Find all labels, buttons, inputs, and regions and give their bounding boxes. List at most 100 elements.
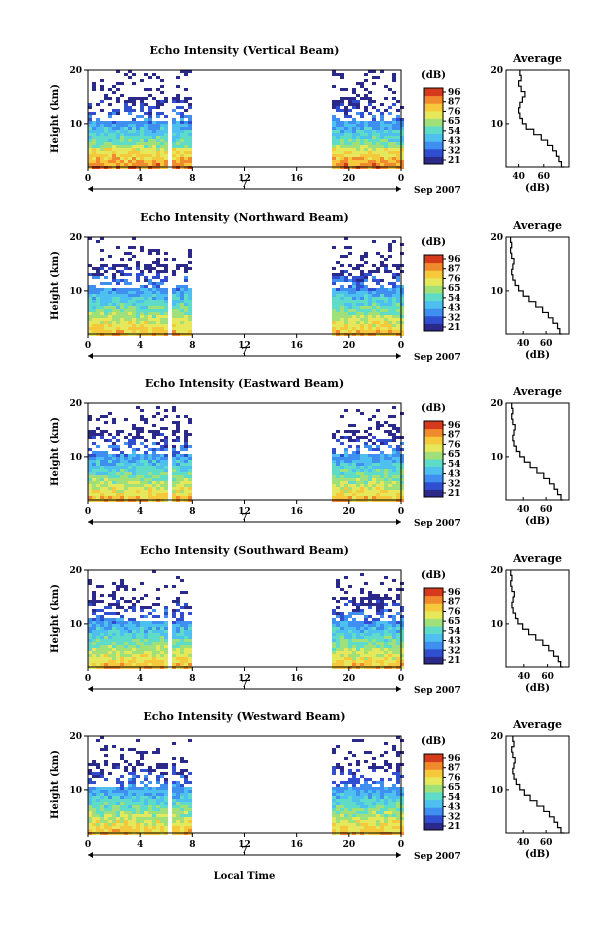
heatmap-cell	[360, 472, 364, 475]
heatmap-cell	[348, 127, 352, 130]
heatmap-cell	[144, 633, 148, 636]
heatmap-cell	[348, 493, 352, 496]
heatmap-cell	[392, 160, 396, 163]
heatmap-cell	[176, 487, 180, 490]
heatmap-cell	[392, 406, 396, 409]
heatmap-cell	[344, 127, 348, 130]
heatmap-cell	[176, 660, 180, 663]
heatmap-cell	[156, 475, 160, 478]
heatmap-cell	[388, 139, 392, 142]
heatmap-cell	[388, 829, 392, 832]
heatmap-cell	[384, 148, 388, 151]
heatmap-cell	[88, 633, 92, 636]
heatmap-cell	[336, 651, 340, 654]
heatmap-cell	[164, 145, 168, 148]
heatmap-cell	[128, 246, 132, 249]
heatmap-cell	[152, 285, 156, 288]
heatmap-cell	[160, 142, 164, 145]
heatmap-cell	[392, 312, 396, 315]
heatmap-cell	[144, 445, 148, 448]
heatmap-cell	[128, 660, 132, 663]
heatmap-cell	[356, 799, 360, 802]
heatmap-cell	[176, 784, 180, 787]
heatmap-cell	[396, 763, 400, 766]
heatmap-cell	[376, 472, 380, 475]
heatmap-cell	[172, 475, 176, 478]
heatmap-cell	[96, 288, 100, 291]
heatmap-cell	[356, 297, 360, 300]
heatmap-cell	[188, 445, 192, 448]
heatmap-cell	[180, 787, 184, 790]
heatmap-cell	[100, 315, 104, 318]
heatmap-cell	[148, 663, 152, 666]
heatmap-cell	[124, 805, 128, 808]
heatmap-cell	[392, 282, 396, 285]
heatmap-cell	[88, 481, 92, 484]
heatmap-cell	[144, 493, 148, 496]
heatmap-cell	[124, 496, 128, 499]
heatmap-cell	[128, 460, 132, 463]
heatmap-cell	[180, 630, 184, 633]
heatmap-cell	[332, 796, 336, 799]
heatmap-cell	[164, 642, 168, 645]
heatmap-cell	[184, 778, 188, 781]
heatmap-cell	[144, 799, 148, 802]
heatmap-cell	[148, 466, 152, 469]
heatmap-cell	[332, 124, 336, 127]
heatmap-cell	[340, 651, 344, 654]
heatmap-cell	[88, 418, 92, 421]
heatmap-cell	[188, 103, 192, 106]
heatmap-cell	[132, 288, 136, 291]
heatmap-cell	[188, 739, 192, 742]
heatmap-cell	[96, 127, 100, 130]
heatmap-cell	[172, 790, 176, 793]
heatmap-cell	[112, 636, 116, 639]
heatmap-cell	[332, 766, 336, 769]
heatmap-cell	[184, 303, 188, 306]
heatmap-cell	[380, 324, 384, 327]
heatmap-cell	[188, 97, 192, 100]
heatmap-cell	[176, 154, 180, 157]
heatmap-cell	[120, 133, 124, 136]
colorbar-tick-label: 96	[448, 754, 461, 764]
heatmap-cell	[176, 148, 180, 151]
heatmap-cell	[108, 115, 112, 118]
heatmap-cell	[336, 802, 340, 805]
heatmap-cell	[120, 585, 124, 588]
heatmap-cell	[376, 826, 380, 829]
heatmap-cell	[352, 799, 356, 802]
heatmap-cell	[400, 151, 404, 154]
heatmap-cell	[352, 802, 356, 805]
heatmap-cell	[340, 294, 344, 297]
heatmap-cell	[88, 297, 92, 300]
colorbar-tick-label: 96	[448, 421, 461, 431]
heatmap-cell	[148, 109, 152, 112]
heatmap-cell	[348, 645, 352, 648]
heatmap-cell	[100, 460, 104, 463]
heatmap-cell	[400, 499, 404, 502]
heatmap-cell	[148, 793, 152, 796]
heatmap-cell	[88, 160, 92, 163]
heatmap-cell	[400, 582, 404, 585]
heatmap-cell	[376, 799, 380, 802]
heatmap-cell	[164, 636, 168, 639]
heatmap-cell	[400, 457, 404, 460]
heatmap-cell	[376, 829, 380, 832]
heatmap-cell	[396, 648, 400, 651]
heatmap-cell	[332, 279, 336, 282]
heatmap-cell	[92, 309, 96, 312]
heatmap-cell	[164, 609, 168, 612]
heatmap-cell	[120, 154, 124, 157]
heatmap-cell	[332, 814, 336, 817]
heatmap-cell	[384, 636, 388, 639]
heatmap-cell	[164, 823, 168, 826]
heatmap-cell	[176, 124, 180, 127]
colorbar-tick-label: 21	[448, 489, 461, 499]
heatmap-cell	[380, 487, 384, 490]
heatmap-cell	[116, 496, 120, 499]
heatmap-cell	[128, 802, 132, 805]
heatmap-cell	[372, 624, 376, 627]
heatmap-cell	[184, 823, 188, 826]
heatmap-cell	[364, 805, 368, 808]
heatmap-cell	[384, 475, 388, 478]
